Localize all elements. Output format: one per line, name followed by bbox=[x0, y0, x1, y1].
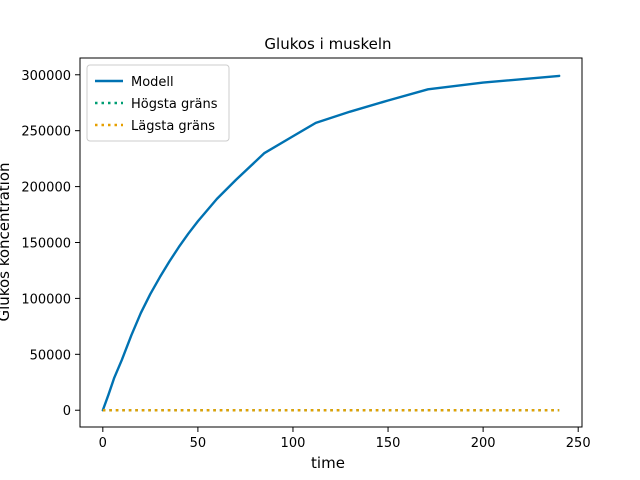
y-tick-label: 50000 bbox=[30, 348, 71, 363]
legend-box bbox=[86, 64, 230, 142]
axes: 0 50 100 150 200 250 0 50000 100000 150000 200000 2… bbox=[21, 57, 591, 451]
legend-entry-2: Högsta gräns bbox=[131, 97, 218, 112]
x-tick-label: 150 bbox=[376, 436, 401, 451]
x-tick-label: 100 bbox=[281, 436, 306, 451]
y-axis-label: Glukos koncentration bbox=[0, 162, 13, 321]
legend-entry-1: Modell bbox=[131, 75, 174, 90]
y-tick-label: 100000 bbox=[21, 292, 71, 307]
x-tick-label: 200 bbox=[471, 436, 496, 451]
legend: Modell Högsta gräns Lägsta gräns bbox=[86, 64, 230, 142]
x-tick-label: 0 bbox=[99, 436, 107, 451]
x-tick-label: 250 bbox=[566, 436, 591, 451]
y-tick-label: 300000 bbox=[21, 69, 71, 84]
y-tick-label: 200000 bbox=[21, 181, 71, 196]
x-axis-label: time bbox=[311, 454, 345, 472]
y-tick-label: 0 bbox=[63, 404, 71, 419]
y-tick-label: 150000 bbox=[21, 237, 71, 252]
legend-entry-3: Lägsta gräns bbox=[131, 119, 215, 134]
x-tick-label: 50 bbox=[190, 436, 207, 451]
y-tick-label: 250000 bbox=[21, 125, 71, 140]
plot-area bbox=[101, 74, 561, 412]
series-line-1 bbox=[101, 74, 561, 412]
chart-title: Glukos i muskeln bbox=[264, 35, 391, 53]
